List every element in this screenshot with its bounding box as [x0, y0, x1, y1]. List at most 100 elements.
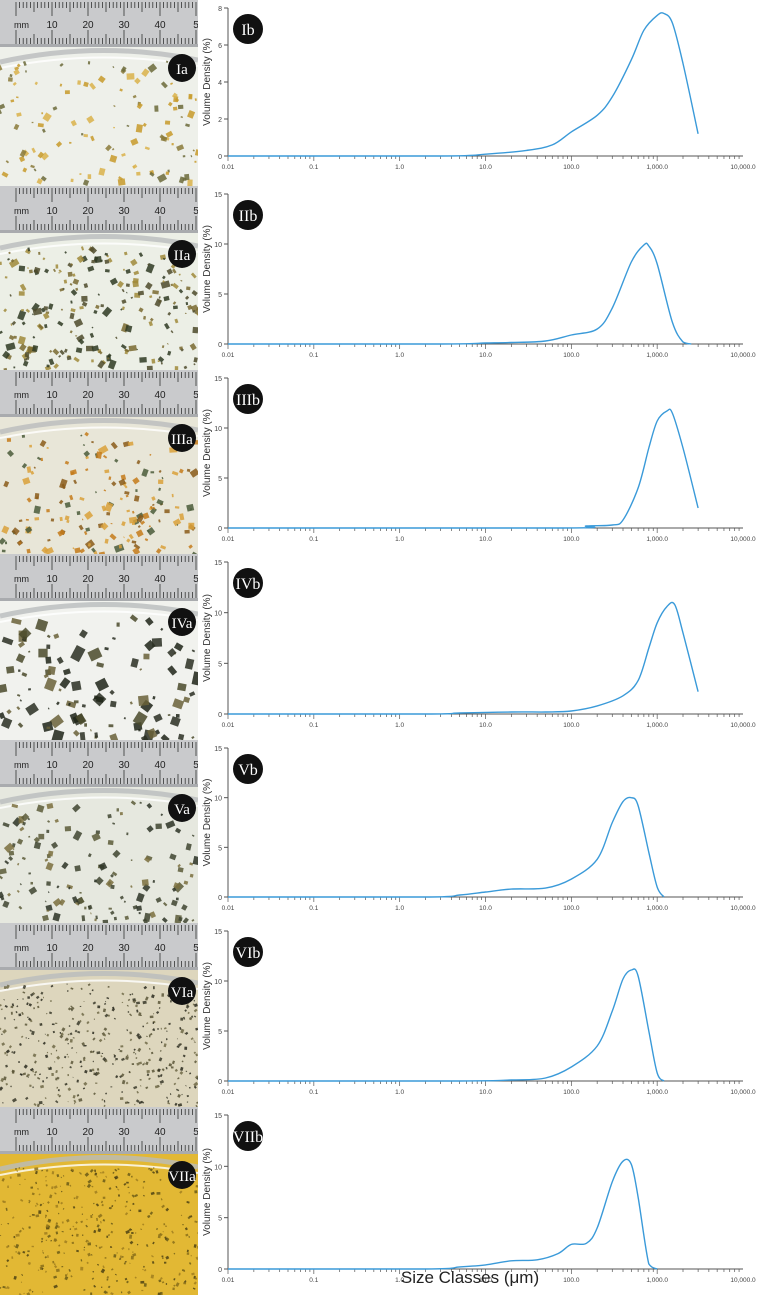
x-tick-label: 10.0: [479, 905, 492, 912]
distribution-chart-1: 0 2 4 6 8 0.01 0.1 1.0 10.0 100.0 1,000.0 10,000.0 V…: [198, 0, 761, 186]
panel-label-badge: IIb: [233, 200, 263, 230]
panel-label: IIIb: [236, 392, 260, 409]
x-tick-label: 1,000.0: [646, 536, 668, 543]
panel-label-badge: VIIb: [233, 1121, 263, 1151]
sample-photo-1: mm 10 20 30 40 5 Ia: [0, 0, 198, 186]
ruler-tick-label: 10: [46, 206, 58, 217]
x-tick-label: 10.0: [479, 536, 492, 543]
sample-photo-6: mm 10 20 30 40 5 VIa: [0, 923, 198, 1107]
x-tick-label: 0.01: [222, 722, 235, 729]
sample-photo-5: mm 10 20 30 40 5 Va: [0, 740, 198, 923]
x-tick-label: 100.0: [563, 164, 580, 171]
distribution-chart-6: 0 5 10 15 0.01 0.1 1.0 10.0 100.0 1,000.0 10,000.0…: [198, 923, 761, 1107]
ruler-unit: mm: [14, 1127, 29, 1137]
ruler-tick-label: 30: [118, 760, 130, 771]
x-tick-label: 10,000.0: [730, 164, 756, 171]
y-tick-label: 10: [214, 611, 222, 618]
ruler: mm 10 20 30 40 5: [0, 923, 198, 970]
y-axis-label: Volume Density (%): [202, 409, 213, 497]
x-tick-label: 10.0: [479, 1277, 492, 1284]
y-tick-label: 5: [218, 1029, 222, 1036]
x-tick-label: 10.0: [479, 164, 492, 171]
ruler-unit: mm: [14, 760, 29, 770]
y-tick-label: 15: [214, 192, 222, 199]
distribution-chart-4: 0 5 10 15 0.01 0.1 1.0 10.0 100.0 1,000.0 10,000.0…: [198, 554, 761, 740]
photo-label-badge: IVa: [168, 608, 196, 636]
y-axis-label: Volume Density (%): [202, 1148, 213, 1236]
x-tick-label: 10,000.0: [730, 352, 756, 359]
ruler-tick-label: 10: [46, 574, 58, 585]
sample-particles: [0, 60, 198, 186]
x-tick-label: 10.0: [479, 722, 492, 729]
y-axis-label: Volume Density (%): [202, 594, 213, 682]
x-tick-label: 0.01: [222, 905, 235, 912]
ruler-tick-label: 10: [46, 943, 58, 954]
sample-photo-3: mm 10 20 30 40 5 IIIa: [0, 370, 198, 554]
ruler-tick-label: 5: [193, 390, 198, 401]
y-tick-label: 10: [214, 242, 222, 249]
x-tick-label: 10,000.0: [730, 905, 756, 912]
x-tick-label: 100.0: [563, 1089, 580, 1096]
x-tick-label: 100.0: [563, 1277, 580, 1284]
panel-label-badge: Ib: [233, 14, 263, 44]
ruler-tick-label: 5: [193, 20, 198, 31]
x-tick-label: 0.1: [309, 1277, 318, 1284]
ruler-tick-label: 10: [46, 390, 58, 401]
y-tick-label: 0: [218, 526, 222, 533]
x-tick-label: 1.0: [395, 905, 404, 912]
x-tick-label: 0.1: [309, 722, 318, 729]
volume-density-line: [227, 242, 692, 345]
ruler: mm 10 20 30 40 5: [0, 370, 198, 417]
x-tick-label: 0.1: [309, 352, 318, 359]
photo-label: Va: [174, 802, 190, 818]
sample-photo-4: mm 10 20 30 40 5 IVa: [0, 554, 198, 740]
x-tick-label: 100.0: [563, 905, 580, 912]
sample-particles: [0, 246, 198, 370]
distribution-chart-2: 0 5 10 15 0.01 0.1 1.0 10.0 100.0 1,000.0 10,000.0…: [198, 186, 761, 370]
distribution-chart-3: 0 5 10 15 0.01 0.1 1.0 10.0 100.0 1,000.0 10,000.0…: [198, 370, 761, 554]
y-tick-label: 5: [218, 1216, 222, 1223]
ruler-tick-label: 5: [193, 574, 198, 585]
ruler-tick-label: 10: [46, 1127, 58, 1138]
x-tick-label: 0.01: [222, 164, 235, 171]
y-tick-label: 10: [214, 796, 222, 803]
x-tick-label: 0.1: [309, 1089, 318, 1096]
x-tick-label: 0.01: [222, 352, 235, 359]
x-tick-label: 10.0: [479, 352, 492, 359]
y-tick-label: 5: [218, 476, 222, 483]
ruler-tick-label: 5: [193, 206, 198, 217]
ruler-tick-label: 40: [154, 574, 166, 585]
x-tick-label: 10,000.0: [730, 1277, 756, 1284]
y-tick-label: 5: [218, 845, 222, 852]
ruler-tick-label: 20: [82, 574, 94, 585]
sample-photo-2: mm 10 20 30 40 5 IIa: [0, 186, 198, 370]
ruler-tick-label: 20: [82, 206, 94, 217]
y-tick-label: 10: [214, 1164, 222, 1171]
x-tick-label: 0.01: [222, 1277, 235, 1284]
photo-label: VIIa: [168, 1169, 196, 1185]
ruler: mm 10 20 30 40 5: [0, 0, 198, 47]
panel-label: IIb: [239, 208, 258, 225]
ruler-unit: mm: [14, 20, 29, 30]
y-tick-label: 15: [214, 746, 222, 753]
panel-label: IVb: [236, 576, 261, 593]
ruler-tick-label: 30: [118, 1127, 130, 1138]
ruler-tick-label: 30: [118, 943, 130, 954]
sample-particles: [0, 614, 198, 740]
ruler-tick-label: 30: [118, 206, 130, 217]
ruler-tick-label: 5: [193, 1127, 198, 1138]
panel-label-badge: Vb: [233, 754, 263, 784]
sample-particles: [0, 1167, 198, 1295]
x-tick-label: 10,000.0: [730, 1089, 756, 1096]
ruler-tick-label: 30: [118, 20, 130, 31]
ruler: mm 10 20 30 40 5: [0, 740, 198, 787]
ruler-unit: mm: [14, 206, 29, 216]
y-tick-label: 0: [218, 1267, 222, 1274]
photo-label-badge: VIIa: [168, 1161, 196, 1189]
x-tick-label: 1,000.0: [646, 352, 668, 359]
y-tick-label: 8: [218, 6, 222, 13]
distribution-chart-5: 0 5 10 15 0.01 0.1 1.0 10.0 100.0 1,000.0 10,000.0…: [198, 740, 761, 923]
y-tick-label: 2: [218, 117, 222, 124]
y-tick-label: 15: [214, 560, 222, 567]
